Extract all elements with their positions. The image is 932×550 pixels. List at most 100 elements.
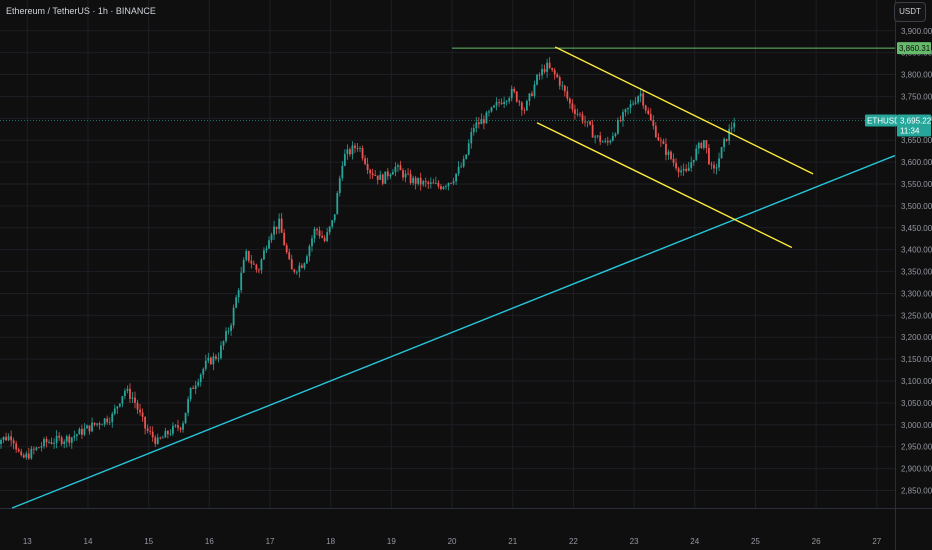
x-tick-label: 23 xyxy=(630,537,639,546)
candle-body xyxy=(551,67,554,70)
candle-body xyxy=(260,259,263,271)
candle-body xyxy=(81,428,83,435)
candle-body xyxy=(247,251,250,261)
candle-body xyxy=(399,165,402,171)
candle-body xyxy=(561,85,564,87)
candle-body xyxy=(53,442,56,444)
candle-body xyxy=(113,408,116,414)
candle-body xyxy=(710,164,713,165)
candle-body xyxy=(531,93,533,96)
candle-body xyxy=(318,230,321,236)
candle-body xyxy=(356,148,359,149)
x-tick-label: 15 xyxy=(144,537,153,546)
candle-body xyxy=(523,109,526,111)
candle-body xyxy=(505,101,508,103)
last-price-tag xyxy=(897,114,931,137)
candle-body xyxy=(20,451,23,456)
support-trendline xyxy=(11,154,896,509)
candle-body xyxy=(467,143,470,155)
candle-body xyxy=(123,390,126,397)
candle-body xyxy=(222,341,225,346)
candle-body xyxy=(283,232,286,246)
candle-body xyxy=(83,428,86,435)
y-tick-label: 3,300.00 xyxy=(901,289,932,298)
candle-body xyxy=(677,168,680,173)
candle-body xyxy=(394,166,397,173)
candle-body xyxy=(692,159,695,163)
candle-body xyxy=(455,173,457,182)
candle-body xyxy=(654,125,657,138)
candle-body xyxy=(197,382,200,386)
candle-body xyxy=(199,374,202,383)
candle-body xyxy=(520,102,523,110)
candle-body xyxy=(270,234,273,241)
candle-body xyxy=(647,110,650,114)
y-tick-label: 3,250.00 xyxy=(901,311,932,320)
y-tick-label: 3,350.00 xyxy=(901,268,932,277)
candle-body xyxy=(470,132,473,144)
currency-button[interactable]: USDT xyxy=(894,2,926,22)
candle-body xyxy=(515,91,518,102)
candle-body xyxy=(581,114,584,122)
candle-body xyxy=(303,263,306,268)
candle-body xyxy=(705,140,708,149)
y-tick-label: 3,050.00 xyxy=(901,399,932,408)
candle-body xyxy=(386,171,389,177)
candle-body xyxy=(103,418,106,425)
x-tick-label: 22 xyxy=(569,537,578,546)
candle-body xyxy=(75,434,78,436)
candle-body xyxy=(725,138,728,141)
candle-body xyxy=(60,437,63,444)
candle-body xyxy=(488,111,490,113)
candle-body xyxy=(495,102,498,106)
y-tick-label: 3,150.00 xyxy=(901,355,932,364)
candle-body xyxy=(341,165,344,179)
candle-body xyxy=(161,437,164,439)
candle-body xyxy=(204,360,207,369)
candle-body xyxy=(611,135,614,141)
candle-body xyxy=(452,181,455,184)
candle-body xyxy=(409,173,412,184)
candle-body xyxy=(129,388,131,399)
candle-body xyxy=(346,149,349,155)
candle-body xyxy=(265,248,268,251)
candle-body xyxy=(331,220,334,227)
candle-body xyxy=(379,174,382,180)
candle-body xyxy=(255,264,258,270)
candle-body xyxy=(101,424,104,426)
candle-body xyxy=(715,167,718,169)
candle-body xyxy=(447,183,450,187)
y-tick-label: 3,650.00 xyxy=(901,136,932,145)
candle-body xyxy=(483,119,485,124)
candle-body xyxy=(48,442,50,443)
candle-body xyxy=(639,93,642,97)
x-tick-label: 25 xyxy=(751,537,760,546)
candle-body xyxy=(541,69,543,76)
candle-body xyxy=(359,148,361,149)
y-tick-label: 3,400.00 xyxy=(901,246,932,255)
candle-body xyxy=(116,406,119,409)
candle-body xyxy=(131,397,134,399)
candle-body xyxy=(571,103,574,110)
candle-body xyxy=(343,154,346,166)
candle-body xyxy=(215,356,217,359)
candle-body xyxy=(295,271,298,273)
candle-body xyxy=(98,423,101,425)
candle-body xyxy=(27,453,30,459)
candle-body xyxy=(5,436,7,441)
time-axis[interactable]: 13 14 15 16 17 18 19 20 21 22 23 24 25 26 27 xyxy=(23,537,882,546)
x-tick-label: 24 xyxy=(690,537,699,546)
candle-body xyxy=(599,135,602,142)
x-tick-label: 21 xyxy=(508,537,517,546)
candle-body xyxy=(146,428,149,431)
candle-body xyxy=(30,448,33,459)
candle-body xyxy=(419,177,422,185)
candle-body xyxy=(263,250,265,260)
candle-body xyxy=(429,182,432,184)
resistance-price-text: 3,860.31 xyxy=(899,44,931,53)
candle-body xyxy=(298,265,301,272)
x-tick-label: 16 xyxy=(205,537,214,546)
candle-body xyxy=(235,297,238,308)
